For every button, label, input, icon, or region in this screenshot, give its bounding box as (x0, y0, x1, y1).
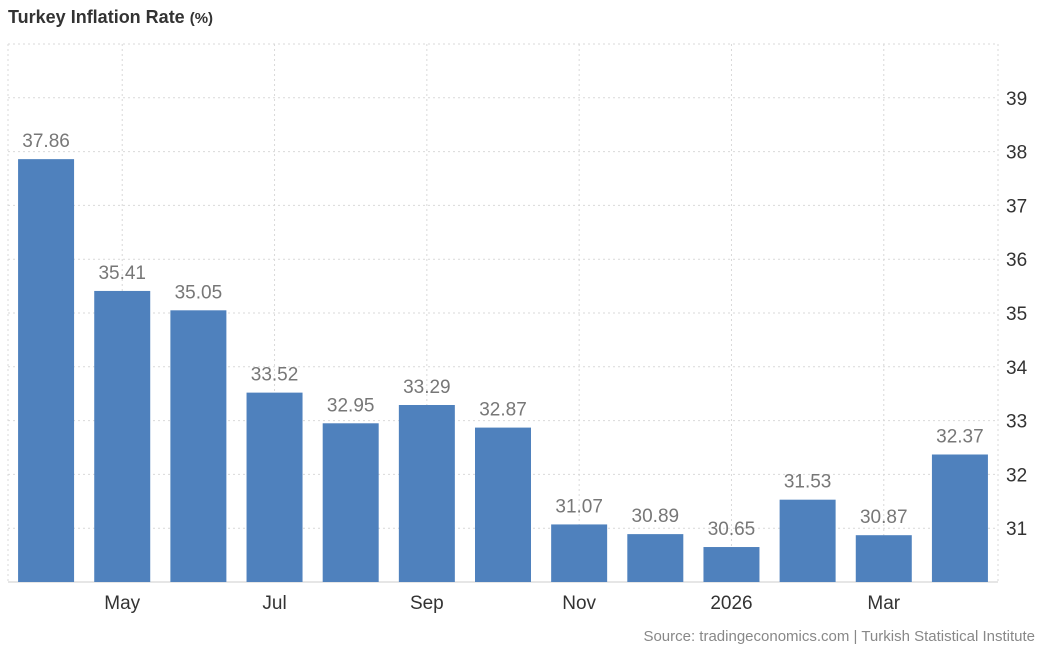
bar (322, 423, 379, 582)
data-label: 32.95 (327, 395, 375, 416)
source-note: Source: tradingeconomics.com | Turkish S… (643, 628, 1035, 645)
bar (855, 535, 912, 582)
y-tick-label: 31 (1006, 519, 1027, 540)
data-label: 30.87 (860, 507, 908, 528)
chart-title-unit: (%) (189, 10, 214, 27)
bars (18, 159, 988, 582)
value-labels: 37.86 35.41 35.05 33.52 32.95 33.29 32.87 31.07… (22, 131, 983, 540)
bar (18, 159, 75, 582)
x-tick-label: Nov (562, 593, 596, 614)
data-label: 37.86 (22, 131, 70, 152)
bar (398, 404, 455, 582)
bar (94, 290, 151, 582)
x-tick-label: 2026 (710, 593, 752, 614)
data-label: 30.65 (708, 519, 756, 540)
bar (475, 427, 531, 582)
data-label: 30.89 (632, 506, 680, 527)
y-tick-label: 38 (1006, 143, 1027, 164)
y-tick-label: 34 (1006, 358, 1028, 379)
bar (170, 310, 227, 582)
y-tick-label: 32 (1006, 465, 1027, 486)
y-tick-label: 37 (1006, 196, 1027, 217)
x-tick-label: Mar (867, 593, 900, 614)
bar (627, 534, 684, 582)
y-tick-label: 33 (1006, 412, 1027, 433)
bar (779, 499, 836, 582)
data-label: 33.52 (251, 365, 299, 386)
y-tick-label: 39 (1006, 89, 1027, 110)
y-tick-label: 36 (1006, 250, 1027, 271)
data-label: 31.07 (555, 496, 603, 517)
data-label: 33.29 (403, 377, 451, 398)
x-tick-label: May (104, 593, 140, 614)
chart-title-text: Turkey Inflation Rate (8, 7, 185, 27)
x-axis-ticks: May Jul Sep Nov 2026 Mar (104, 593, 901, 614)
data-label: 32.87 (479, 400, 527, 421)
y-tick-label: 35 (1006, 304, 1027, 325)
bar (931, 454, 988, 582)
bar (551, 524, 608, 582)
y-axis-ticks: 31 32 33 34 35 36 37 38 39 (1006, 89, 1028, 540)
bar (246, 392, 303, 582)
data-label: 31.53 (784, 472, 832, 493)
chart-title: Turkey Inflation Rate (%) (8, 7, 213, 28)
data-label: 35.41 (98, 263, 146, 284)
x-tick-label: Jul (262, 593, 286, 614)
data-label: 35.05 (175, 282, 223, 303)
x-tick-label: Sep (410, 593, 444, 614)
data-label: 32.37 (936, 426, 984, 447)
bar (703, 547, 760, 582)
